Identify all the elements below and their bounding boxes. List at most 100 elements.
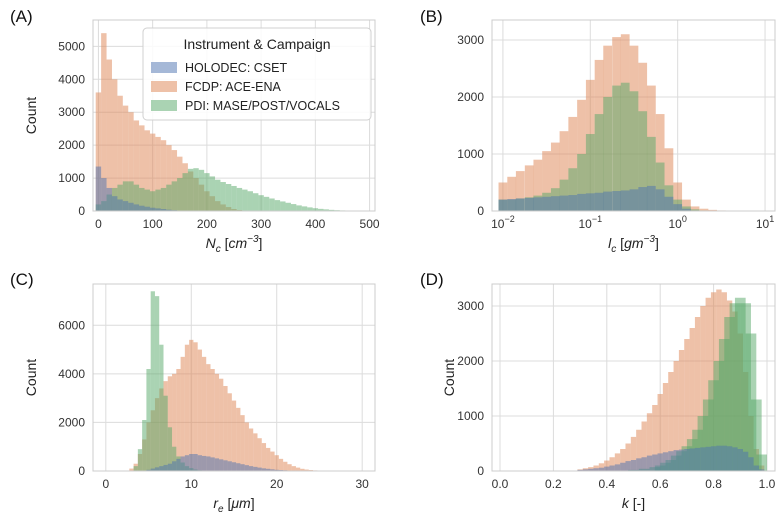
bar [620, 449, 626, 471]
bar [236, 407, 241, 471]
bar [189, 454, 194, 471]
bar [149, 207, 156, 211]
y-tick-label: 2000 [457, 354, 484, 368]
x-tick-label: 30 [356, 477, 370, 491]
bar [274, 200, 281, 211]
bar [652, 405, 658, 471]
x-tick-label: 100 [143, 217, 163, 231]
bar [612, 191, 621, 211]
bar [266, 468, 271, 471]
bar [117, 199, 123, 211]
bar [283, 461, 288, 471]
bar [700, 447, 706, 471]
bar [614, 464, 621, 471]
bar [154, 296, 160, 471]
bar [270, 469, 275, 471]
bar [154, 467, 160, 471]
bar [673, 361, 679, 471]
bar [227, 393, 232, 471]
bar [261, 443, 267, 471]
y-tick-label: 1000 [58, 171, 85, 185]
bar [274, 469, 279, 471]
legend: Instrument & Campaign HOLODEC: CSET FCDP: … [142, 27, 372, 121]
bar [101, 178, 107, 211]
bar [258, 195, 264, 211]
axes-frame [491, 283, 776, 472]
bar [278, 458, 284, 471]
x-tick-label: 0 [102, 477, 109, 491]
bar [248, 428, 254, 471]
bar [206, 456, 211, 471]
bar [559, 179, 569, 211]
bar [729, 303, 741, 471]
y-tick-label: 3000 [457, 299, 484, 313]
bar [149, 133, 156, 211]
bar [507, 176, 517, 211]
bar [117, 95, 123, 211]
bar [172, 446, 177, 471]
bar [609, 465, 615, 471]
panel-label: (D) [420, 270, 444, 289]
bar [655, 114, 665, 211]
bar [304, 469, 309, 471]
bar [641, 421, 647, 471]
bar [155, 208, 161, 211]
axes-frame [92, 19, 376, 212]
bar [646, 455, 653, 471]
bar [668, 451, 674, 471]
bar [515, 198, 525, 211]
bar [542, 151, 551, 211]
y-axis-label: Count [23, 359, 39, 396]
bar [180, 356, 185, 471]
bar [664, 148, 674, 211]
y-tick-label: 2000 [58, 415, 85, 429]
y-tick-label: 5000 [58, 39, 85, 53]
x-tick-label: 20 [270, 477, 284, 491]
bar [149, 191, 156, 211]
bar [189, 339, 194, 471]
bar [328, 209, 335, 211]
bar [620, 82, 630, 211]
bar [257, 438, 262, 471]
bar [111, 196, 118, 211]
bar [139, 187, 145, 211]
bar [150, 291, 155, 471]
bar [236, 187, 243, 211]
bar [652, 454, 658, 471]
bar [163, 395, 168, 471]
bar [758, 469, 765, 471]
x-tick-label: 100 [668, 214, 686, 231]
bar [699, 208, 709, 211]
bar [274, 455, 279, 471]
bar [166, 209, 172, 211]
bar [128, 181, 134, 211]
series-holodec [95, 166, 188, 211]
bar [603, 96, 613, 211]
x-tick-label: 0 [95, 217, 102, 231]
bar [257, 467, 262, 471]
bar [524, 165, 534, 211]
bar [737, 449, 743, 471]
bar [197, 349, 202, 471]
bar [172, 461, 177, 471]
bar [726, 446, 733, 471]
bar [614, 453, 621, 471]
bar [176, 369, 181, 471]
bar [201, 356, 207, 471]
bar [266, 447, 271, 471]
bar [716, 445, 722, 471]
y-tick-label: 4000 [58, 367, 85, 381]
bar [184, 455, 190, 471]
bar [261, 468, 267, 471]
bar [290, 204, 297, 211]
bar [568, 168, 578, 211]
bar [150, 468, 155, 471]
bar [247, 191, 253, 211]
bar [209, 176, 216, 211]
bar [657, 394, 663, 471]
x-tick-label: 0.6 [652, 477, 669, 491]
bar [756, 454, 767, 471]
bar [204, 173, 210, 211]
bar [588, 468, 594, 471]
bar [144, 189, 150, 211]
